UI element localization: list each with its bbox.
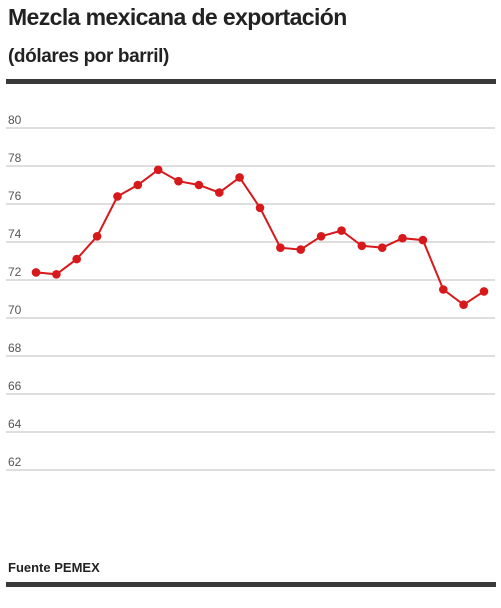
top-rule: [6, 79, 496, 84]
y-tick-label: 64: [8, 417, 22, 431]
bottom-rule: [6, 582, 496, 587]
data-point: [215, 188, 224, 197]
data-point: [113, 192, 122, 201]
data-point: [439, 285, 448, 294]
data-point: [377, 243, 387, 252]
chart-subtitle: (dólares por barril): [8, 46, 169, 67]
gridlines: [6, 127, 495, 471]
y-tick-label: 68: [8, 341, 22, 355]
y-tick-label: 66: [8, 379, 22, 393]
y-tick-label: 78: [8, 151, 22, 165]
data-point: [418, 235, 428, 245]
data-point: [276, 243, 285, 252]
source-note: Fuente PEMEX: [8, 560, 100, 575]
y-tick-label: 62: [8, 455, 22, 469]
data-point: [52, 270, 61, 279]
data-point: [398, 233, 407, 243]
data-point: [92, 232, 102, 241]
y-tick-label: 72: [8, 265, 22, 279]
y-tick-label: 74: [8, 227, 22, 241]
data-point: [235, 173, 244, 182]
y-axis-ticks: 62 64 66 68 70 72 74 76 78 80: [8, 113, 22, 469]
data-point: [316, 232, 326, 241]
y-tick-label: 76: [8, 189, 22, 203]
data-point: [133, 180, 143, 190]
chart-title: Mezcla mexicana de exportación: [8, 4, 347, 30]
data-point: [296, 245, 306, 254]
data-point: [337, 226, 346, 235]
data-point: [194, 180, 204, 190]
y-tick-label: 80: [8, 113, 22, 127]
data-point: [479, 287, 489, 296]
data-point: [31, 268, 41, 277]
data-point: [72, 254, 81, 264]
data-point: [357, 241, 367, 251]
y-tick-label: 70: [8, 303, 22, 317]
data-point: [153, 165, 163, 175]
series-line: [35, 168, 485, 306]
data-point: [174, 176, 183, 186]
data-point: [255, 203, 265, 213]
series: [31, 165, 489, 310]
data-point: [459, 300, 468, 310]
